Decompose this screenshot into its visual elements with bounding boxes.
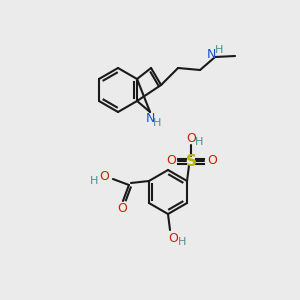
Text: H: H	[90, 176, 98, 186]
Text: O: O	[168, 232, 178, 244]
Text: H: H	[153, 118, 161, 128]
Text: H: H	[195, 137, 203, 147]
Text: N: N	[206, 47, 216, 61]
Text: H: H	[215, 45, 223, 55]
Text: O: O	[99, 170, 109, 184]
Text: O: O	[117, 202, 127, 215]
Text: O: O	[207, 154, 217, 167]
Text: O: O	[186, 131, 196, 145]
Text: H: H	[178, 237, 186, 247]
Text: N: N	[146, 112, 155, 125]
Text: S: S	[186, 154, 196, 169]
Text: O: O	[166, 154, 176, 167]
